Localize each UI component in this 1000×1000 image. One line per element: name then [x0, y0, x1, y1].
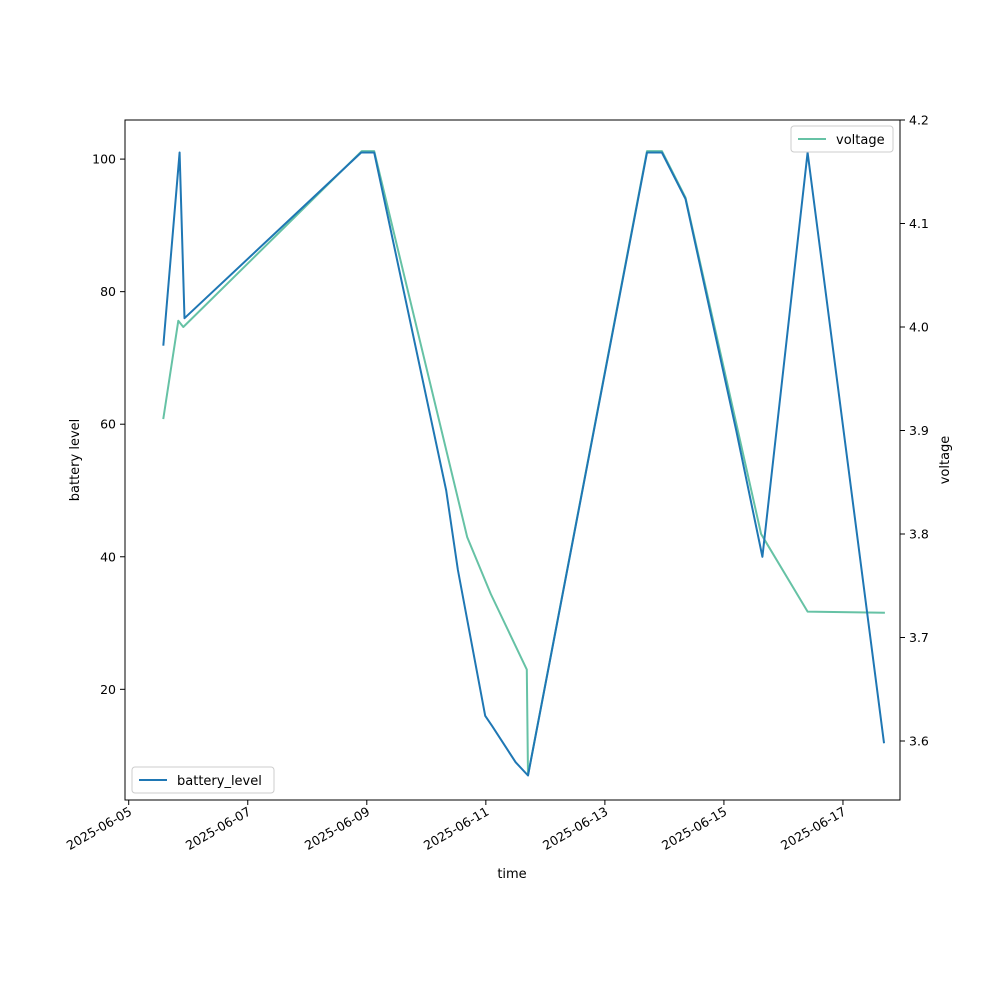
x-tick-label-4: 2025-06-13 — [540, 804, 610, 853]
x-axis: 2025-06-05 2025-06-07 2025-06-09 2025-06-11… — [64, 800, 848, 853]
x-tick-label-2: 2025-06-09 — [302, 804, 372, 853]
y-axis-right-label: voltage — [938, 436, 953, 485]
y-right-tick-label-3: 3.9 — [909, 423, 929, 438]
series-line-voltage — [162, 150, 885, 777]
y-axis-right: 3.6 3.7 3.8 3.9 4.0 4.1 4.2 — [900, 113, 929, 749]
legend-voltage-label: voltage — [836, 133, 885, 148]
x-tick-label-6: 2025-06-17 — [778, 804, 848, 853]
y-left-tick-label-2: 60 — [100, 417, 116, 432]
legend-battery-level: battery_level — [131, 766, 275, 794]
y-axis-left: 20 40 60 80 100 — [92, 152, 125, 697]
legend-battery-level-label: battery_level — [177, 774, 262, 789]
x-tick-label-0: 2025-06-05 — [64, 804, 134, 853]
legend-voltage: voltage — [790, 125, 894, 153]
x-tick-label-1: 2025-06-07 — [183, 804, 253, 853]
series-line-battery-level — [162, 151, 886, 777]
x-tick-label-3: 2025-06-11 — [421, 804, 491, 853]
y-right-tick-label-1: 3.7 — [909, 630, 929, 645]
y-left-tick-label-1: 40 — [100, 549, 116, 564]
y-left-tick-label-4: 100 — [92, 152, 116, 167]
y-right-tick-label-6: 4.2 — [909, 113, 929, 128]
plot-frame — [124, 119, 901, 801]
y-right-tick-label-2: 3.8 — [909, 527, 929, 542]
y-right-tick-label-4: 4.0 — [909, 320, 929, 335]
y-left-tick-label-3: 80 — [100, 284, 116, 299]
series-layer — [162, 150, 886, 777]
y-right-tick-label-0: 3.6 — [909, 734, 929, 749]
plot-area — [125, 120, 900, 800]
x-tick-label-5: 2025-06-15 — [659, 804, 729, 853]
y-left-tick-label-0: 20 — [100, 682, 116, 697]
y-right-tick-label-5: 4.1 — [909, 216, 929, 231]
x-axis-label: time — [497, 867, 526, 882]
y-axis-left-label: battery level — [68, 419, 83, 502]
